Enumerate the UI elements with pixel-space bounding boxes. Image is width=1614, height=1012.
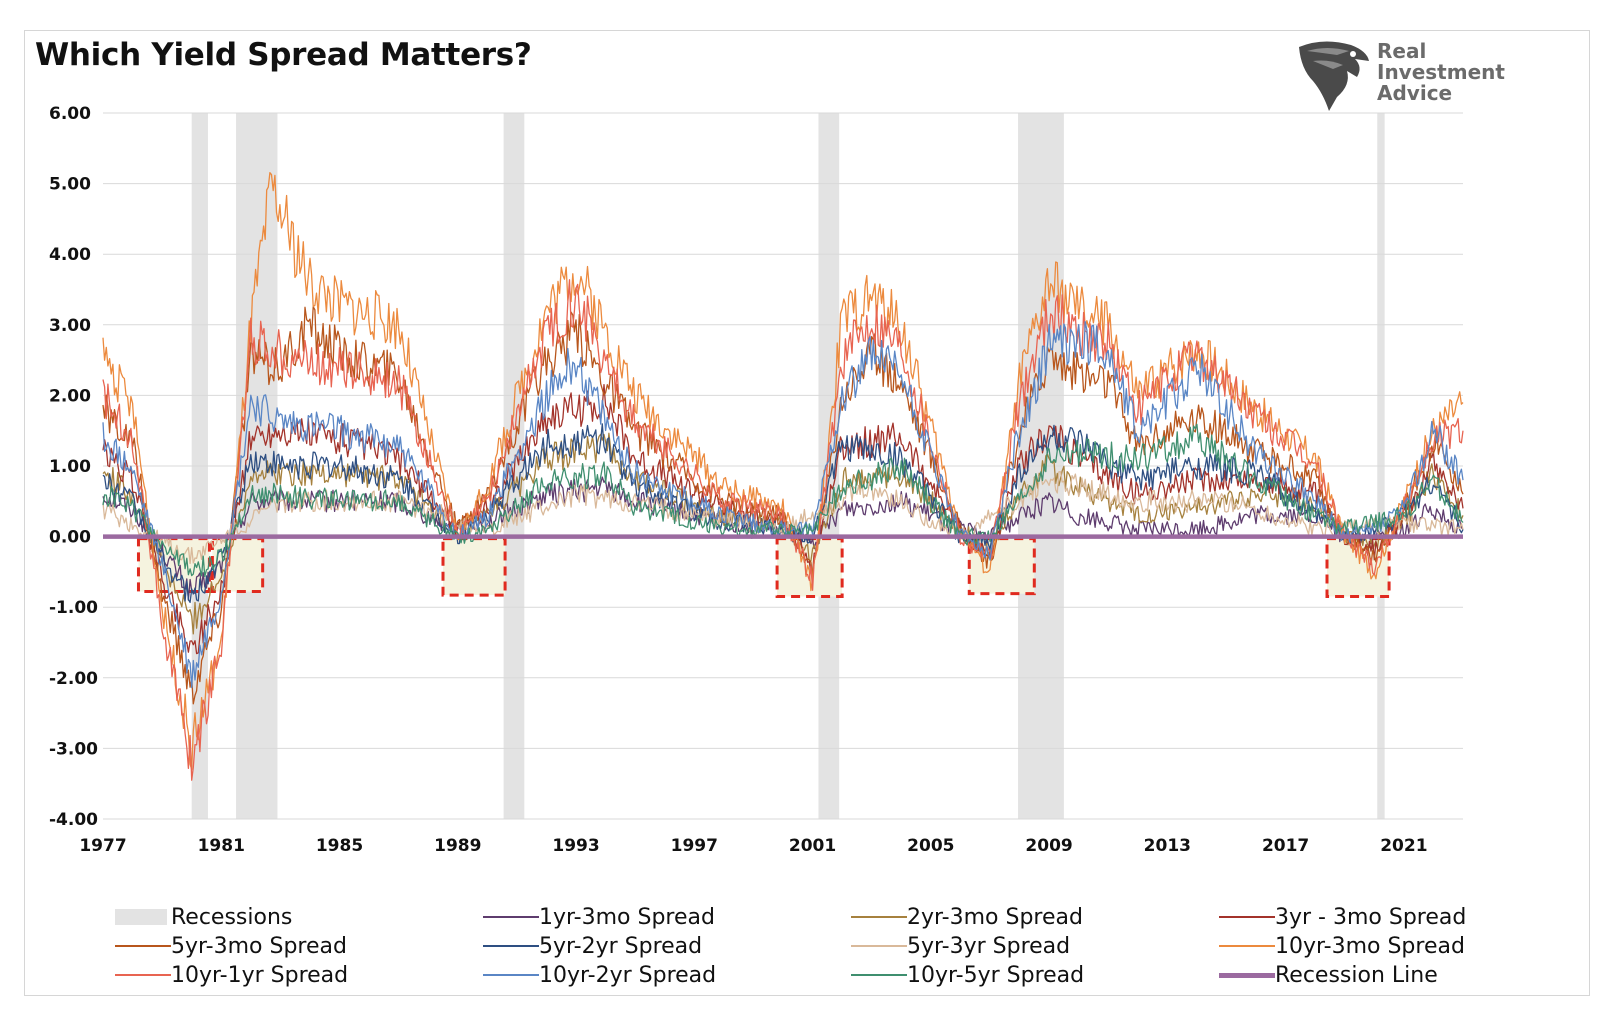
legend-swatch <box>851 974 907 976</box>
eagle-head-icon <box>1299 41 1369 111</box>
legend-label: 10yr-5yr Spread <box>907 962 1085 988</box>
legend-swatch <box>483 916 539 918</box>
x-tick-label: 2005 <box>907 836 954 856</box>
legend-label: 5yr-2yr Spread <box>539 933 703 959</box>
legend-item: 2yr-3mo Spread <box>851 903 1083 931</box>
legend-label: 5yr-3mo Spread <box>171 933 347 959</box>
legend-label: 10yr-2yr Spread <box>539 962 717 988</box>
legend-swatch <box>851 945 907 947</box>
logo-line-2: Investment <box>1377 60 1505 84</box>
legend-item: 10yr-2yr Spread <box>483 961 716 989</box>
legend-item: Recessions <box>115 903 292 931</box>
x-tick-label: 2017 <box>1262 836 1309 856</box>
legend-item: 10yr-5yr Spread <box>851 961 1084 989</box>
series-line-10yr-1yr-spread <box>102 279 1464 781</box>
legend-label: 5yr-3yr Spread <box>907 933 1071 959</box>
legend-item: 1yr-3mo Spread <box>483 903 715 931</box>
legend-swatch <box>851 916 907 918</box>
line-chart: 6.00 5.00 4.00 3.00 2.00 1.00 0.00 -1.00 -2.00 -3… <box>49 104 1464 856</box>
legend-swatch <box>1219 945 1275 947</box>
y-tick-label: 2.00 <box>49 386 91 406</box>
y-tick-label: 4.00 <box>49 245 91 265</box>
legend-label: 2yr-3mo Spread <box>907 904 1083 930</box>
legend: Recessions 1yr-3mo Spread 2yr-3mo Spread 3y… <box>25 905 1591 1001</box>
legend-item: 10yr-3mo Spread <box>1219 932 1465 960</box>
brand-logo: Real Investment Advice <box>1293 35 1523 115</box>
legend-label: 10yr-3mo Spread <box>1275 933 1465 959</box>
legend-label: Recession Line <box>1275 962 1438 988</box>
x-tick-label: 2009 <box>1025 836 1072 856</box>
inversion-highlight-box-2 <box>441 537 507 597</box>
x-tick-label: 2001 <box>789 836 836 856</box>
y-tick-label: 3.00 <box>49 316 91 336</box>
y-tick-label: -3.00 <box>49 739 98 759</box>
legend-label: 3yr - 3mo Spread <box>1275 904 1467 930</box>
x-tick-label: 1981 <box>198 836 245 856</box>
y-tick-label: -2.00 <box>49 669 98 689</box>
legend-label: Recessions <box>171 904 293 930</box>
legend-swatch <box>115 945 171 947</box>
legend-swatch <box>115 909 167 925</box>
y-tick-label: 1.00 <box>49 457 91 477</box>
legend-item: 5yr-3mo Spread <box>115 932 347 960</box>
legend-swatch <box>483 945 539 947</box>
legend-item: 5yr-2yr Spread <box>483 932 702 960</box>
x-tick-label: 1977 <box>79 836 126 856</box>
y-tick-label: -1.00 <box>49 598 98 618</box>
chart-title: Which Yield Spread Matters? <box>35 37 532 73</box>
series-line-10yr-2yr-spread <box>102 320 1464 689</box>
logo-line-1: Real <box>1377 39 1427 63</box>
legend-item: 5yr-3yr Spread <box>851 932 1070 960</box>
x-tick-label: 1989 <box>434 836 481 856</box>
y-tick-label: 0.00 <box>49 528 91 548</box>
x-tick-label: 2021 <box>1380 836 1427 856</box>
legend-label: 1yr-3mo Spread <box>539 904 715 930</box>
legend-item: Recession Line <box>1219 961 1438 989</box>
x-tick-label: 1997 <box>671 836 718 856</box>
x-tick-label: 1985 <box>316 836 363 856</box>
chart-frame: Which Yield Spread Matters? Real Investm… <box>24 30 1590 996</box>
y-tick-label: -4.00 <box>49 810 98 830</box>
logo-wordmark: Real Investment Advice <box>1377 41 1505 104</box>
legend-item: 3yr - 3mo Spread <box>1219 903 1466 931</box>
legend-swatch <box>1219 972 1275 978</box>
legend-swatch <box>1219 916 1275 918</box>
legend-swatch <box>483 974 539 976</box>
x-tick-label: 1993 <box>552 836 599 856</box>
legend-label: 10yr-1yr Spread <box>171 962 349 988</box>
logo-line-3: Advice <box>1377 81 1453 105</box>
x-tick-label: 2013 <box>1144 836 1191 856</box>
series-line-5yr-3mo-spread <box>102 306 1464 705</box>
legend-swatch <box>115 974 171 976</box>
legend-item: 10yr-1yr Spread <box>115 961 348 989</box>
series-line-10yr-5yr-spread <box>102 423 1464 578</box>
y-tick-label: 5.00 <box>49 175 91 195</box>
y-tick-label: 6.00 <box>49 104 91 124</box>
